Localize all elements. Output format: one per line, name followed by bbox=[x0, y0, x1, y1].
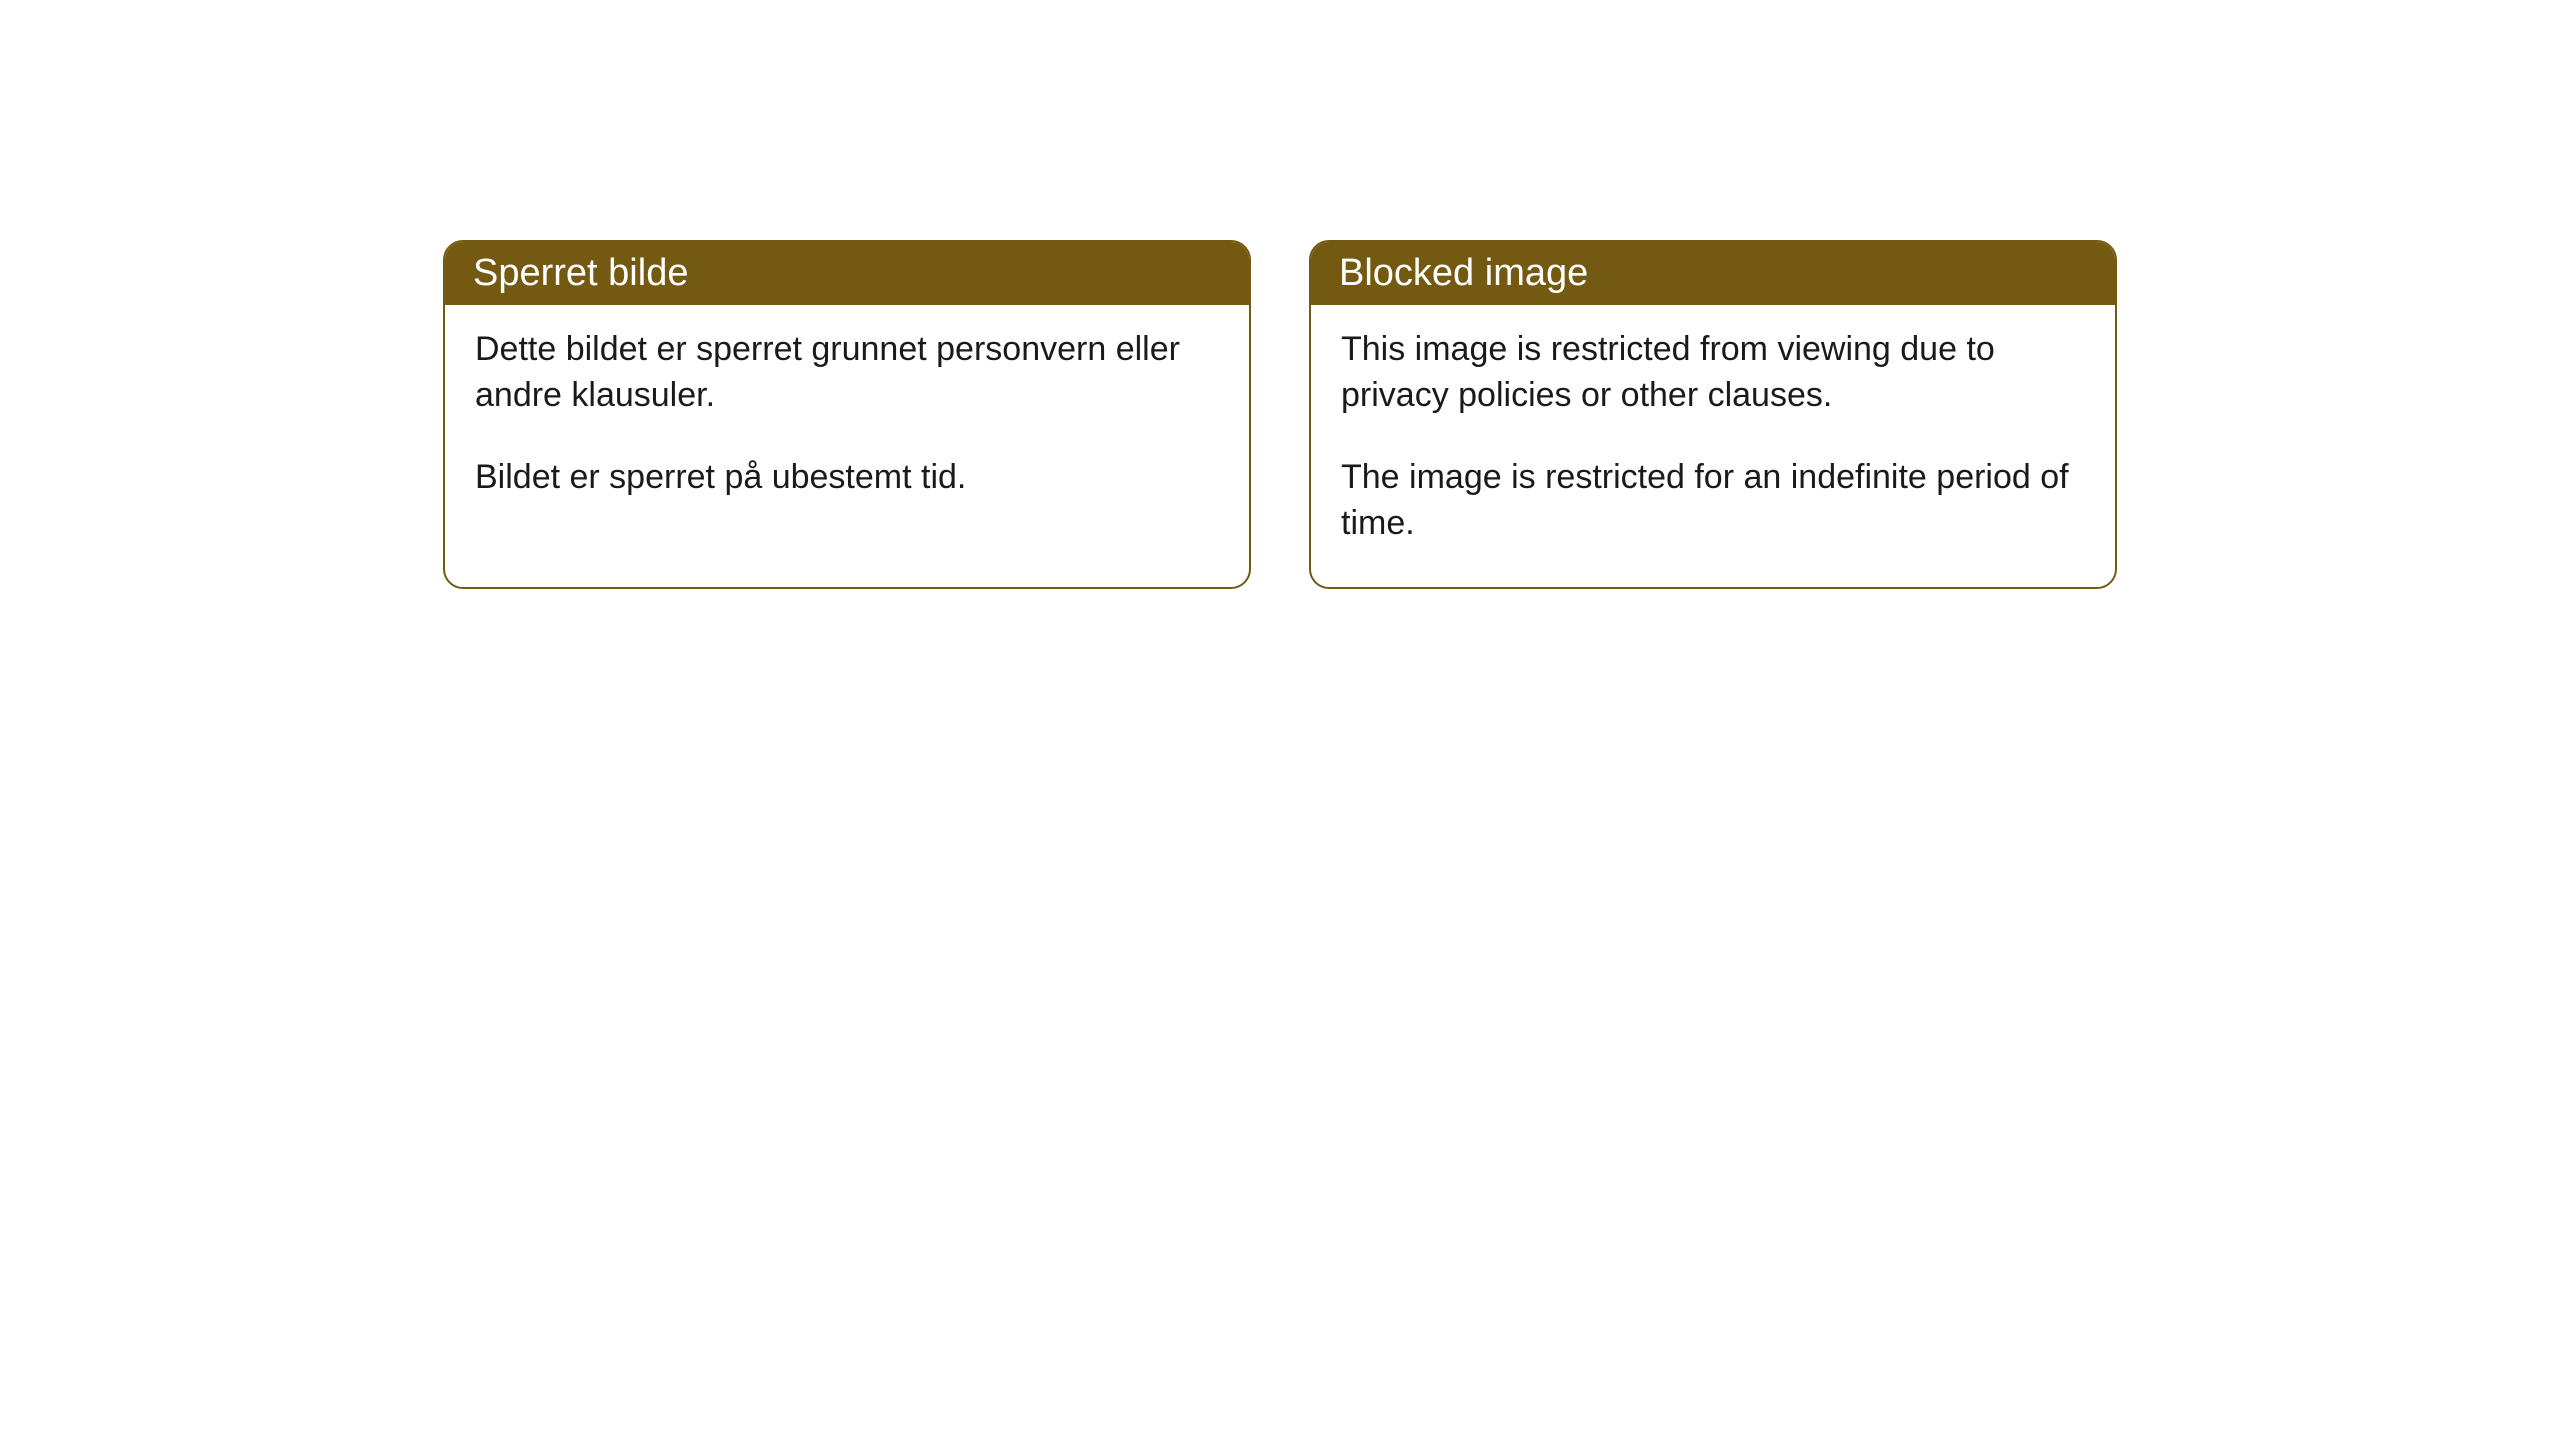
blocked-image-card-english: Blocked image This image is restricted f… bbox=[1309, 240, 2117, 589]
cards-container: Sperret bilde Dette bildet er sperret gr… bbox=[0, 240, 2560, 589]
card-body: Dette bildet er sperret grunnet personve… bbox=[445, 305, 1249, 541]
blocked-image-card-norwegian: Sperret bilde Dette bildet er sperret gr… bbox=[443, 240, 1251, 589]
card-paragraph-1: This image is restricted from viewing du… bbox=[1341, 327, 2085, 419]
card-header: Blocked image bbox=[1311, 242, 2115, 305]
card-paragraph-2: Bildet er sperret på ubestemt tid. bbox=[475, 455, 1219, 501]
card-header: Sperret bilde bbox=[445, 242, 1249, 305]
card-paragraph-1: Dette bildet er sperret grunnet personve… bbox=[475, 327, 1219, 419]
card-paragraph-2: The image is restricted for an indefinit… bbox=[1341, 455, 2085, 547]
card-body: This image is restricted from viewing du… bbox=[1311, 305, 2115, 587]
